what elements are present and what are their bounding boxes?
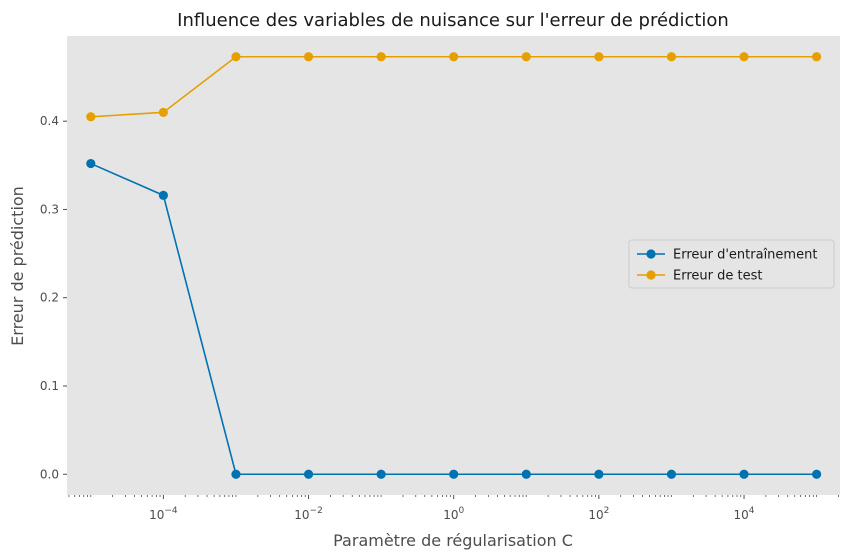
x-tick-label: 10−2 xyxy=(294,506,323,522)
legend-box xyxy=(628,239,835,289)
legend-marker xyxy=(646,270,656,280)
data-point xyxy=(303,52,314,62)
x-tick-label: 102 xyxy=(588,506,609,522)
data-point xyxy=(666,469,677,479)
data-point xyxy=(666,52,677,62)
x-tick-label: 10−4 xyxy=(149,506,178,522)
y-axis-label: Erreur de prédiction xyxy=(8,186,27,346)
y-tick-label: 0.3 xyxy=(40,202,59,216)
data-point xyxy=(158,190,168,200)
data-point xyxy=(594,52,604,62)
data-point xyxy=(231,52,241,62)
data-point xyxy=(521,469,531,479)
series-1 xyxy=(86,158,822,479)
data-point xyxy=(303,469,314,479)
x-axis-label: Paramètre de régularisation C xyxy=(333,531,573,550)
data-point xyxy=(594,469,604,479)
data-point xyxy=(521,52,531,62)
chart-title: Influence des variables de nuisance sur … xyxy=(177,10,729,31)
y-tick-label: 0.1 xyxy=(40,379,59,393)
x-tick-label: 100 xyxy=(443,506,464,522)
legend: Erreur d'entraînement Erreur de test xyxy=(628,239,835,289)
data-point xyxy=(449,469,459,479)
y-tick-label: 0.4 xyxy=(40,114,59,128)
axis-ticks: 0.0 0.1 0.2 0.3 0.4 10−4 10−2 100 102 104 xyxy=(40,114,839,522)
x-tick-label: 104 xyxy=(734,506,755,522)
data-point xyxy=(231,469,241,479)
legend-label: Erreur de test xyxy=(673,269,762,284)
data-point xyxy=(739,52,749,62)
legend-label: Erreur d'entraînement xyxy=(673,248,817,263)
data-point xyxy=(376,52,386,62)
data-point xyxy=(376,469,386,479)
data-point xyxy=(449,52,459,62)
legend-marker xyxy=(646,249,656,259)
data-point xyxy=(86,158,96,169)
data-point xyxy=(812,469,822,479)
series-2 xyxy=(86,52,822,122)
y-tick-label: 0.0 xyxy=(40,467,59,481)
series-layer xyxy=(86,52,822,479)
y-tick-label: 0.2 xyxy=(40,291,59,305)
data-point xyxy=(158,107,168,117)
data-point xyxy=(739,469,749,479)
data-point xyxy=(86,112,96,122)
data-point xyxy=(812,52,822,62)
